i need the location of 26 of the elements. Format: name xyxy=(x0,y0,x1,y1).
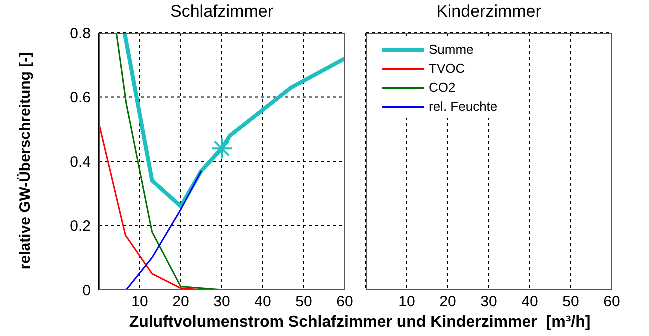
x-tick-label: 10 xyxy=(132,294,148,311)
y-axis-title: relative GW-Überschreitung [-] xyxy=(17,51,35,272)
x-tick-label: 30 xyxy=(214,294,230,311)
y-tick-label: 0.2 xyxy=(70,218,91,236)
chart-title: Schlafzimmer xyxy=(170,2,274,22)
x-tick-label: 50 xyxy=(296,294,312,311)
x-tick-label: 10 xyxy=(398,294,416,311)
y-tick-label: 0.8 xyxy=(70,25,91,42)
legend-label: CO2 xyxy=(429,80,456,95)
x-axis-title: Zuluftvolumenstrom Schlafzimmer und Kinderzimmer [m³/h] xyxy=(128,314,592,332)
y-tick-label: 0 xyxy=(82,282,91,300)
x-tick-label: 50 xyxy=(562,294,580,311)
y-tick-label: 0.4 xyxy=(70,154,91,171)
x-tick-label: 40 xyxy=(522,294,538,311)
x-tick-label: 40 xyxy=(254,294,272,311)
x-tick-label: 30 xyxy=(480,294,498,311)
chart-title: Kinderzimmer xyxy=(436,2,542,22)
x-tick-label: 60 xyxy=(604,294,620,311)
legend-label: Summe xyxy=(429,42,474,57)
legend-label: TVOC xyxy=(429,61,466,76)
x-tick-label: 20 xyxy=(440,294,456,311)
line-series xyxy=(122,33,345,208)
x-tick-label: 20 xyxy=(172,294,190,311)
legend-label: rel. Feuchte xyxy=(429,99,498,114)
x-tick-label: 60 xyxy=(336,294,354,311)
y-tick-label: 0.6 xyxy=(70,90,91,107)
